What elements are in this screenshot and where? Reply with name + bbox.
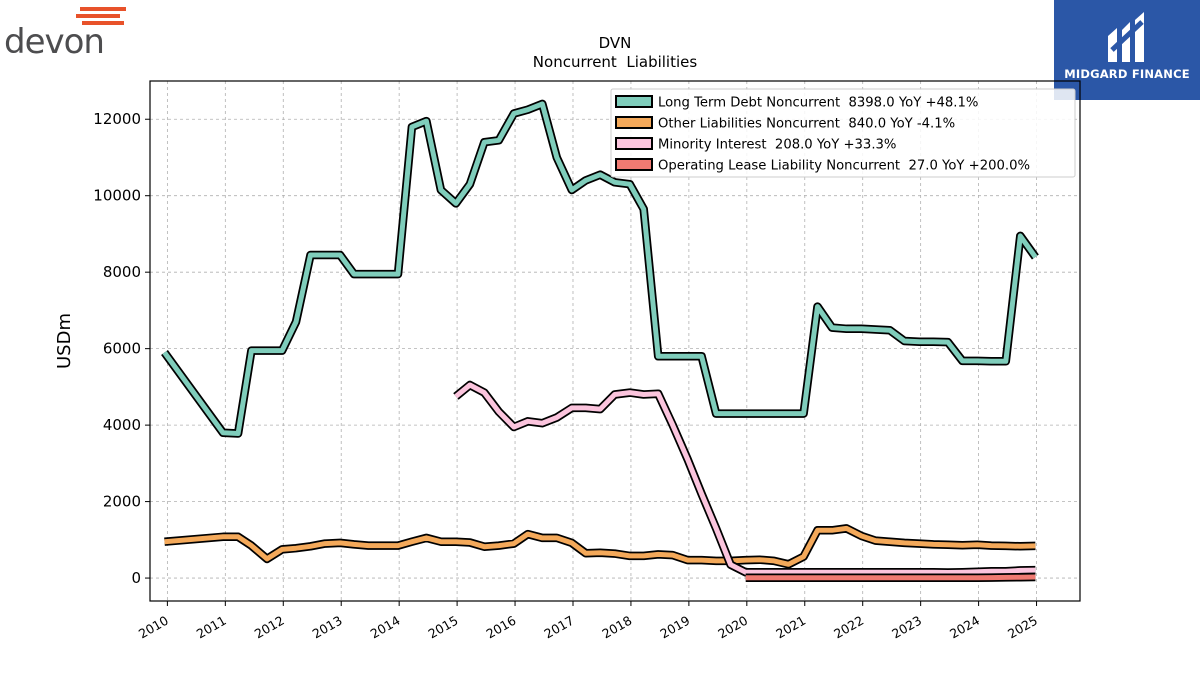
series-lines: [161, 99, 1039, 582]
series-line-stroke: [162, 101, 1038, 436]
x-tick-label: 2010: [136, 613, 171, 642]
legend-box: [610, 88, 1076, 178]
midgard-finance-logo: MIDGARD FINANCE: [1054, 0, 1200, 100]
series-3-line: [453, 380, 1036, 577]
legend-entry: Minority Interest 208.0 YoY +33.3%: [658, 138, 896, 153]
series-line-stroke: [745, 574, 1036, 581]
series-2-line: [164, 524, 1036, 569]
midgard-emblem-icon: [1108, 12, 1144, 62]
y-tick-label: 0: [131, 569, 141, 587]
x-tick-label: 2015: [426, 613, 461, 642]
legend-entry: Operating Lease Liability Noncurrent 27.…: [658, 159, 1030, 174]
devon-logo-bars: [76, 7, 126, 28]
x-tick-label: 2018: [599, 613, 634, 642]
x-tick-label: 2019: [657, 613, 692, 642]
y-tick-label: 8000: [103, 263, 141, 281]
x-tick-label: 2025: [1005, 613, 1040, 642]
y-axis-ticks: 0 2000 4000 6000 8000 10000 12000: [93, 110, 150, 587]
x-tick-label: 2021: [773, 613, 808, 642]
chart-title: DVN: [599, 34, 632, 52]
y-tick-label: 2000: [103, 493, 141, 511]
y-tick-label: 6000: [103, 340, 141, 358]
y-axis-label: USDm: [54, 313, 75, 369]
x-tick-label: 2023: [889, 613, 924, 642]
y-tick-label: 10000: [93, 187, 141, 205]
legend-swatch: [615, 137, 653, 150]
x-tick-label: 2022: [831, 613, 866, 642]
x-tick-label: 2016: [483, 613, 518, 642]
legend-swatch: [615, 158, 653, 171]
x-tick-label: 2017: [541, 613, 576, 642]
series-4-line: [745, 572, 1036, 582]
devon-logo-text: devon: [4, 22, 105, 62]
midgard-finance-text: MIDGARD FINANCE: [1064, 67, 1190, 81]
plot-frame: [149, 80, 1081, 602]
legend-swatch: [615, 116, 653, 129]
legend-entry: Long Term Debt Noncurrent 8398.0 YoY +48…: [658, 96, 978, 111]
legend-entry: Other Liabilities Noncurrent 840.0 YoY -…: [658, 117, 955, 132]
x-tick-label: 2014: [368, 613, 403, 642]
legend: Long Term Debt Noncurrent 8398.0 YoY +48…: [610, 88, 1076, 178]
series-1-line: [161, 99, 1039, 438]
y-tick-label: 12000: [93, 110, 141, 128]
x-tick-label: 2024: [947, 613, 982, 642]
x-tick-label: 2011: [194, 613, 229, 642]
y-tick-label: 4000: [103, 416, 141, 434]
x-axis-ticks: 2010 2011 2012 2013 2014 2015 2016 2017 2018 2019…: [136, 601, 1040, 642]
devon-logo: devon: [4, 4, 128, 62]
x-tick-label: 2020: [715, 613, 750, 642]
legend-swatch: [615, 95, 653, 108]
series-line-stroke: [454, 382, 1036, 575]
x-tick-label: 2012: [252, 613, 287, 642]
x-tick-label: 2013: [310, 613, 345, 642]
series-line-stroke: [164, 525, 1036, 567]
chart-subtitle: Noncurrent Liabilities: [533, 53, 698, 71]
